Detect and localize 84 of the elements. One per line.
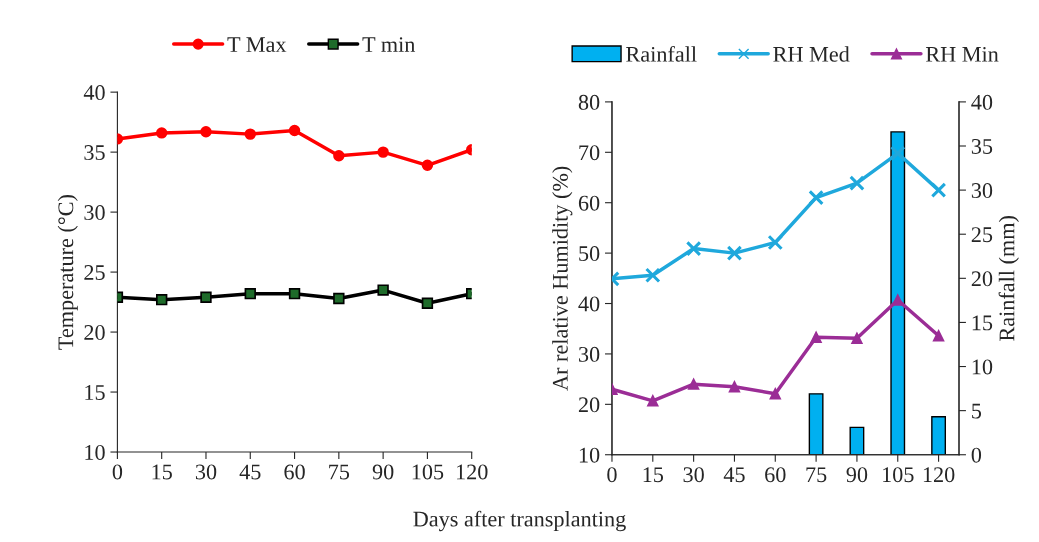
bar (849, 426, 865, 455)
point (155, 293, 168, 306)
y-tick-label: 50 (579, 246, 600, 262)
legend-label: T min (362, 37, 416, 52)
y-tick-label: 15 (85, 385, 105, 400)
point (930, 182, 947, 198)
x-tick-label: 105 (412, 464, 444, 480)
x-tick-label: 60 (284, 464, 305, 480)
bar (931, 416, 947, 455)
point (377, 284, 389, 296)
x-tick-label: 45 (239, 464, 261, 480)
point (932, 330, 945, 342)
y-tick-label: 10 (85, 444, 105, 460)
point (200, 291, 212, 303)
bar (890, 131, 906, 455)
y2-tick-label: 15 (972, 315, 993, 331)
y-tick-label: 10 (579, 447, 600, 463)
y2-tick-label: 25 (971, 227, 993, 243)
x-tick-label: 45 (723, 467, 745, 483)
y-axis-title: Temperature (°C) (57, 195, 78, 350)
point (808, 189, 824, 206)
legend-label: RH Med (773, 46, 850, 62)
point (728, 380, 741, 393)
x-tick-label: 60 (765, 467, 786, 483)
x-tick-label: 120 (923, 467, 955, 483)
x-tick-label: 0 (607, 467, 617, 483)
y2-axis-title: Rainfall (mm) (998, 216, 1019, 341)
point (687, 378, 700, 390)
legend-label: RH Min (925, 46, 999, 62)
point (810, 331, 822, 343)
y2-tick-label: 10 (972, 359, 993, 375)
x-tick-label: 30 (683, 467, 704, 483)
y-tick-label: 40 (578, 296, 600, 312)
point (647, 395, 659, 407)
x-tick-label: 75 (329, 464, 350, 480)
x-tick-label: 15 (152, 464, 172, 480)
point (849, 175, 865, 191)
y-tick-label: 40 (83, 85, 105, 101)
y-tick-label: 20 (84, 325, 105, 340)
y-tick-label: 25 (84, 265, 105, 281)
point (421, 159, 434, 172)
legend-label: T Max (227, 37, 287, 53)
x-tick-label: 75 (806, 467, 827, 483)
point (244, 287, 256, 300)
y-axis-title: Ar relative Humidity (%) (552, 166, 573, 391)
x-axis-title: Days after transplanting (413, 510, 626, 532)
y2-tick-label: 30 (971, 183, 993, 199)
point (685, 240, 702, 257)
x-tick-label: 90 (846, 467, 868, 483)
point (288, 124, 301, 137)
y2-tick-label: 40 (971, 94, 993, 110)
y-tick-label: 30 (579, 346, 600, 362)
y-tick-label: 60 (578, 195, 600, 211)
point (288, 287, 301, 300)
point (645, 267, 661, 284)
x-tick-label: 15 (643, 467, 664, 483)
point (851, 332, 863, 344)
point (244, 128, 256, 140)
y2-tick-label: 35 (971, 139, 993, 154)
point (726, 245, 743, 261)
x-tick-label: 90 (372, 464, 394, 480)
y2-tick-label: 0 (971, 447, 982, 463)
y2-tick-label: 20 (971, 271, 993, 287)
y-tick-label: 70 (579, 145, 600, 161)
bar (808, 393, 824, 455)
point (767, 234, 784, 251)
x-tick-label: 105 (883, 467, 914, 483)
point (377, 146, 389, 158)
legend-label: Rainfall (626, 45, 697, 62)
y-tick-label: 35 (84, 145, 105, 161)
point (333, 150, 345, 162)
point (200, 126, 212, 138)
x-tick-label: 0 (112, 464, 123, 480)
y2-tick-label: 5 (972, 403, 982, 419)
x-tick-label: 120 (456, 464, 488, 480)
y-tick-label: 20 (578, 397, 600, 413)
x-tick-label: 30 (195, 464, 217, 480)
y-tick-label: 30 (84, 205, 105, 221)
point (333, 292, 345, 305)
y-tick-label: 80 (578, 94, 600, 110)
point (889, 145, 906, 162)
point (155, 127, 168, 139)
point (769, 388, 781, 400)
point (421, 297, 434, 309)
